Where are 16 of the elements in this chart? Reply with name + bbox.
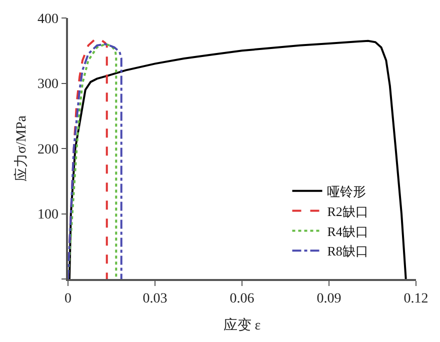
line-series (68, 40, 407, 279)
legend-label: R8缺口 (327, 244, 368, 259)
x-tick-label: 0.12 (404, 292, 428, 307)
x-tick-label: 0.06 (230, 292, 254, 307)
y-tick-label: 200 (37, 142, 58, 158)
y-axis-title: 应力σ/MPa (14, 114, 30, 182)
y-tick-label: 400 (37, 12, 58, 27)
x-tick-label: 0.03 (142, 292, 168, 307)
x-tick-label: 0 (64, 292, 72, 307)
legend-label: 哑铃形 (327, 184, 366, 199)
x-axis-title: 应变 ε (223, 317, 261, 334)
legend-label: R4缺口 (327, 224, 368, 239)
legend-label: R2缺口 (327, 204, 368, 219)
y-tick-label: 300 (37, 77, 58, 92)
x-tick-label: 0.09 (316, 292, 342, 307)
y-tick-label: 100 (37, 208, 58, 223)
